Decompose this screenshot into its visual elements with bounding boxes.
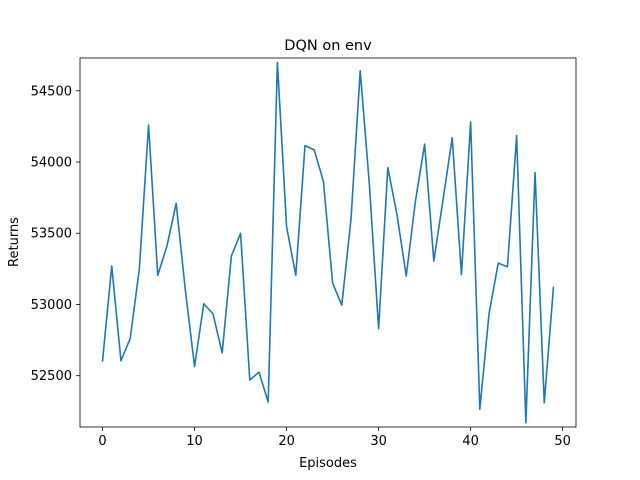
x-tick-label: 40 xyxy=(462,434,479,449)
plot-frame xyxy=(79,57,577,428)
x-tick-label: 10 xyxy=(186,434,203,449)
x-tick-label: 0 xyxy=(98,434,106,449)
y-axis-ticks: 52500 53000 53500 54000 54500 xyxy=(31,84,80,384)
returns-line xyxy=(101,61,555,424)
x-tick-label: 30 xyxy=(370,434,387,449)
x-tick-label: 50 xyxy=(554,434,571,449)
y-tick-label: 53500 xyxy=(31,227,72,242)
x-tick-label: 20 xyxy=(278,434,295,449)
y-tick-label: 53000 xyxy=(31,298,72,313)
y-tick-label: 52500 xyxy=(31,369,72,384)
y-axis-label: Returns xyxy=(7,217,22,267)
y-tick-label: 54500 xyxy=(31,84,72,99)
plot-series xyxy=(101,61,555,424)
x-axis-ticks: 0 10 20 30 40 50 xyxy=(98,427,571,449)
x-axis-label: Episodes xyxy=(299,456,357,471)
chart-title: DQN on env xyxy=(284,38,372,54)
y-tick-label: 54000 xyxy=(31,156,72,171)
